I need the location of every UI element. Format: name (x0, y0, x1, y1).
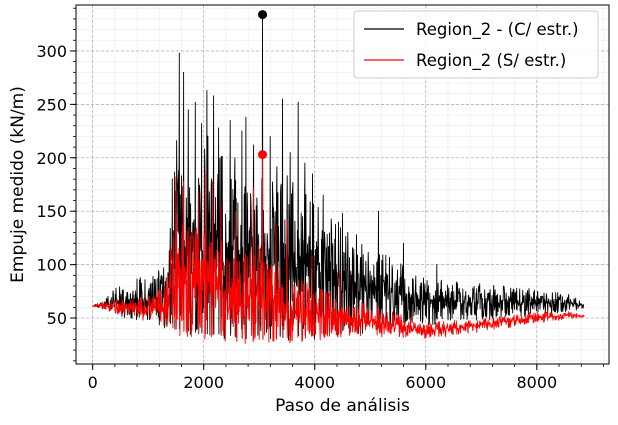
y-tick-label: 200 (36, 149, 67, 168)
plot-series (92, 10, 585, 344)
y-axis-label: Empuje medido (kN/m) (8, 86, 28, 283)
y-tick-label: 300 (36, 42, 67, 61)
legend-box (353, 10, 599, 79)
x-tick-label: 6000 (405, 373, 446, 392)
series-line-2 (92, 154, 585, 344)
legend-label-series-2: Region_2 (S/ estr.) (416, 51, 566, 71)
legend-label-series-1: Region_2 - (C/ estr.) (416, 20, 579, 40)
legend: Region_2 - (C/ estr.) Region_2 (S/ estr.… (353, 10, 599, 79)
axis-ticks: 0 2000 4000 6000 8000 50 100 150 200 250 300 (36, 7, 604, 392)
x-tick-label: 0 (88, 373, 98, 392)
plot-frame (75, 4, 610, 365)
y-tick-label: 100 (36, 256, 67, 275)
x-tick-label: 8000 (516, 373, 557, 392)
x-tick-label: 4000 (294, 373, 335, 392)
x-tick-label: 2000 (183, 373, 224, 392)
y-tick-label: 250 (36, 95, 67, 114)
peak-marker-series-2 (258, 150, 268, 160)
series-line-1 (92, 14, 585, 341)
y-tick-label: 150 (36, 202, 67, 221)
peak-marker-series-1 (258, 10, 268, 20)
x-axis-label: Paso de análisis (275, 396, 410, 416)
y-tick-label: 50 (47, 309, 67, 328)
